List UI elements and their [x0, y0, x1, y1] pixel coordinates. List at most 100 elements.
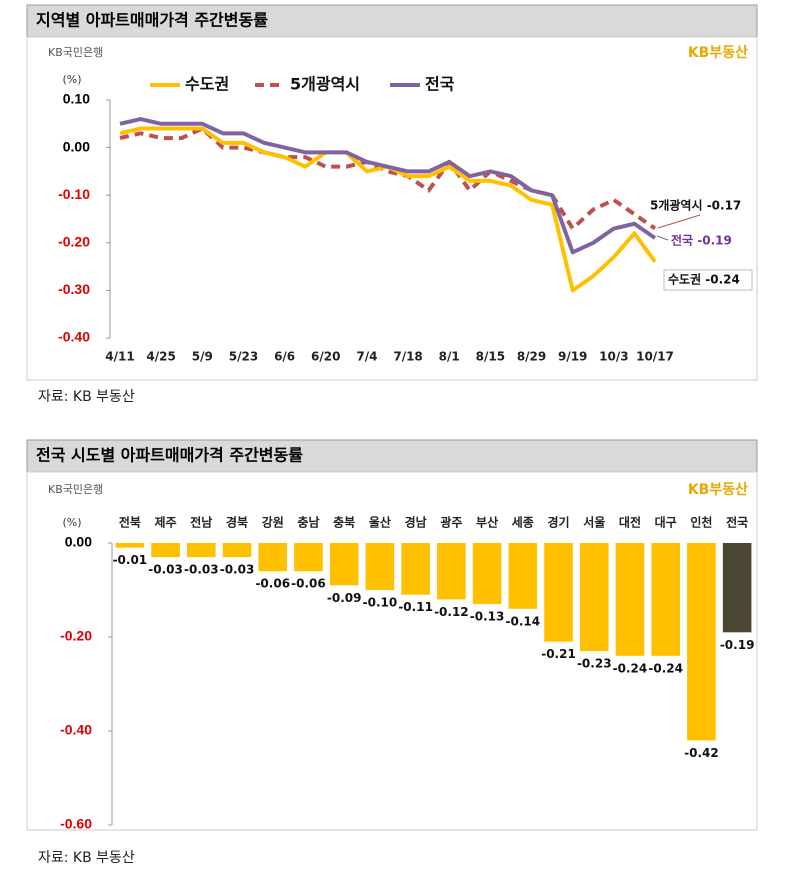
- value-label: -0.23: [577, 657, 612, 671]
- bar: [722, 543, 752, 633]
- bar: [365, 543, 395, 590]
- x-tick-label: 10/17: [636, 350, 674, 364]
- x-tick-label: 8/1: [439, 350, 460, 364]
- x-tick-label: 전남: [190, 515, 212, 530]
- bar: [508, 543, 538, 609]
- x-tick-label: 7/18: [393, 350, 422, 364]
- legend-label: 수도권: [185, 75, 229, 94]
- logo: KB국민은행: [48, 46, 103, 59]
- bar: [258, 543, 288, 572]
- value-label: -0.06: [291, 577, 326, 591]
- value-label: -0.03: [148, 563, 183, 577]
- y-tick-label: -0.10: [58, 186, 90, 202]
- x-tick-label: 10/3: [599, 350, 628, 364]
- heading-bar: [26, 439, 758, 473]
- x-tick-label: 경북: [226, 516, 248, 530]
- x-tick-label: 경남: [405, 515, 427, 530]
- logo: KB국민은행: [48, 483, 103, 496]
- y-tick-label: -0.40: [60, 722, 92, 738]
- bar: [651, 543, 680, 656]
- bar: [329, 543, 359, 586]
- x-tick-label: 인천: [690, 515, 712, 530]
- x-tick-label: 6/20: [311, 350, 340, 364]
- x-tick-label: 5/9: [192, 350, 213, 364]
- value-label: -0.12: [434, 605, 469, 619]
- annotation-leader: [657, 214, 701, 229]
- x-tick-label: 부산: [476, 515, 498, 530]
- value-label: -0.03: [220, 563, 255, 577]
- bar: [544, 543, 573, 642]
- value-label: -0.11: [398, 600, 433, 614]
- y-tick-label: -0.60: [60, 816, 92, 832]
- value-label: -0.14: [506, 614, 541, 628]
- x-tick-label: 울산: [369, 515, 391, 530]
- annotation: 수도권 -0.24: [668, 273, 740, 287]
- logo: KB부동산: [688, 44, 748, 61]
- bar: [687, 543, 716, 741]
- chart-frame: [26, 36, 758, 381]
- x-tick-label: 강원: [262, 516, 284, 530]
- legend-label: 5개광역시: [290, 75, 360, 94]
- value-label: -0.24: [613, 661, 648, 675]
- x-tick-label: 전국: [726, 515, 748, 530]
- bar: [401, 543, 430, 595]
- x-tick-label: 세종: [512, 515, 534, 530]
- y-tick-label: -0.20: [58, 234, 90, 250]
- y-tick-label: -0.30: [58, 281, 90, 297]
- x-tick-label: 9/19: [558, 350, 587, 364]
- y-unit: (%): [62, 516, 81, 529]
- y-tick-label: 0.00: [63, 138, 90, 154]
- heading-bar: [26, 4, 758, 38]
- value-label: -0.06: [255, 577, 290, 591]
- x-tick-label: 충남: [297, 515, 319, 530]
- y-tick-label: 0.10: [63, 91, 90, 107]
- x-tick-label: 7/4: [356, 350, 377, 364]
- y-unit: (%): [62, 73, 81, 86]
- x-tick-label: 8/15: [476, 350, 505, 364]
- x-tick-label: 제주: [155, 516, 177, 530]
- annotation-box: [663, 269, 753, 291]
- x-tick-label: 경기: [547, 515, 569, 530]
- bar: [615, 543, 645, 656]
- bar: [222, 543, 252, 558]
- source-note: 자료: KB 부동산: [38, 389, 135, 405]
- x-tick-label: 서울: [583, 515, 605, 530]
- value-label: -0.21: [541, 647, 576, 661]
- value-label: -0.24: [648, 661, 683, 675]
- annotation: 5개광역시 -0.17: [650, 198, 741, 213]
- x-tick-label: 8/29: [517, 350, 546, 364]
- source-note: 자료: KB 부동산: [38, 850, 135, 866]
- value-label: -0.03: [184, 563, 219, 577]
- legend-label: 전국: [425, 75, 455, 94]
- value-label: -0.42: [684, 746, 719, 760]
- x-tick-label: 4/11: [105, 350, 134, 364]
- bar: [187, 543, 216, 558]
- x-tick-label: 충북: [333, 515, 355, 530]
- y-tick-label: -0.40: [58, 329, 90, 345]
- section-heading: 지역별 아파트매매가격 주간변동률: [36, 11, 268, 30]
- value-label: -0.09: [327, 591, 362, 605]
- x-tick-label: 대구: [655, 516, 677, 530]
- x-tick-label: 광주: [440, 515, 462, 530]
- bar: [579, 543, 609, 652]
- value-label: -0.10: [363, 596, 398, 610]
- bar: [437, 543, 466, 600]
- bar: [115, 543, 145, 548]
- value-label: -0.01: [113, 553, 148, 567]
- section-heading: 전국 시도별 아파트매매가격 주간변동률: [36, 446, 303, 465]
- value-label: -0.19: [720, 638, 755, 652]
- bar: [472, 543, 502, 605]
- bar: [151, 543, 180, 558]
- x-tick-label: 6/6: [274, 350, 295, 364]
- x-tick-label: 대전: [619, 515, 641, 530]
- annotation: 전국 -0.19: [671, 233, 732, 248]
- x-tick-label: 전북: [119, 515, 141, 530]
- y-tick-label: -0.20: [60, 628, 92, 644]
- x-tick-label: 4/25: [146, 350, 175, 364]
- logo: KB부동산: [688, 481, 748, 498]
- y-tick-label: 0.00: [65, 534, 92, 550]
- series-line: [119, 117, 657, 255]
- x-tick-label: 5/23: [229, 350, 258, 364]
